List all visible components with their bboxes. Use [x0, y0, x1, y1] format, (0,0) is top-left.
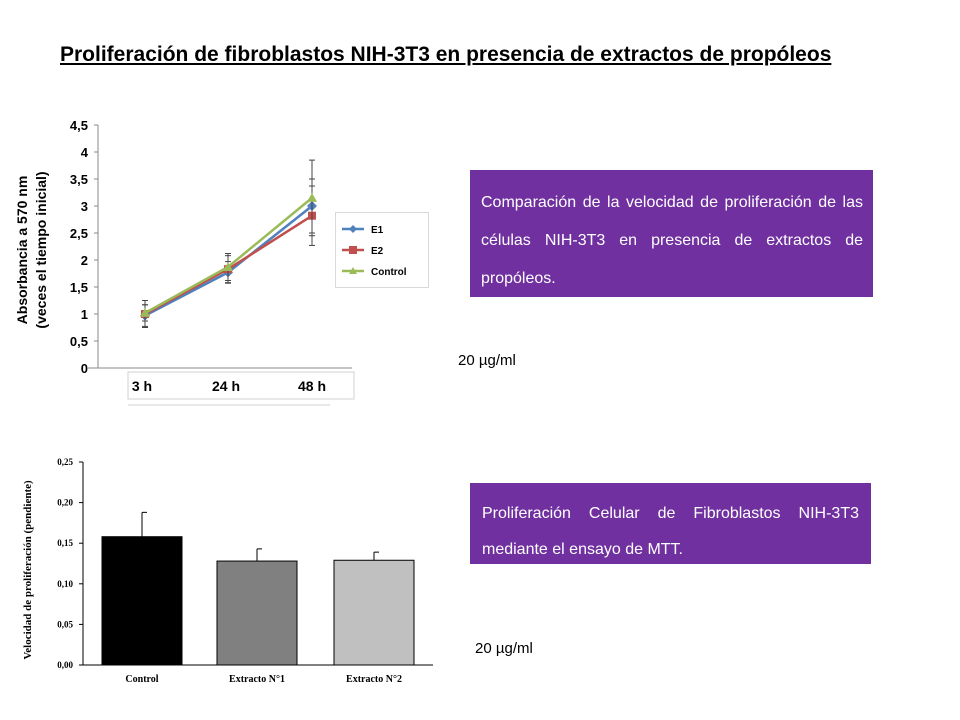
y-axis-label: Absorbancia a 570 nm (veces el tiempo ini… — [14, 171, 49, 328]
y-tick-label: 2 — [81, 253, 88, 268]
y-tick-label: 0,15 — [57, 538, 73, 548]
y-tick-label: 0,25 — [57, 457, 73, 467]
page-title: Proliferación de fibroblastos NIH-3T3 en… — [60, 43, 832, 66]
legend-label: E1 — [371, 225, 384, 236]
concentration-label-top: 20 µg/ml — [458, 352, 516, 369]
y-tick-label: 2,5 — [70, 226, 88, 241]
y-tick-label: 0,20 — [57, 498, 73, 508]
y-tick-label: 0,10 — [57, 579, 73, 589]
y-axis-label-line1: Absorbancia a 570 nm — [14, 176, 30, 325]
line-chart: 0 0,5 1 1,5 2 2,5 3 3,5 4 4,5 Absorbancia a 570 nm… — [14, 118, 355, 406]
data-point — [140, 307, 150, 317]
bar-2 — [333, 559, 415, 666]
data-point — [307, 192, 317, 202]
info-box-line-chart: Comparación de la velocidad de prolifera… — [470, 170, 873, 297]
y-tick-label: 3,5 — [70, 172, 88, 187]
y-tick-label: 0,5 — [70, 334, 88, 349]
y-tick-label: 4 — [81, 145, 89, 160]
info-box-bar-chart: Proliferación Celular de Fibroblastos NI… — [470, 483, 871, 564]
y-tick-label: 4,5 — [70, 118, 88, 133]
y-tick-label: 0,00 — [57, 660, 73, 670]
legend-marker — [349, 267, 357, 274]
legend-marker — [349, 225, 357, 233]
data-point — [223, 262, 233, 272]
x-tick-label: Control — [125, 674, 158, 685]
x-tick-label: 48 h — [298, 378, 326, 394]
y-tick-label: 1,5 — [70, 280, 88, 295]
y-tick-label: 0 — [81, 361, 88, 376]
y-tick-label: 1 — [81, 307, 88, 322]
x-tick-label: Extracto N°2 — [346, 674, 402, 685]
y-axis-label: Velocidad de proliferación (pendiente) — [22, 480, 34, 660]
concentration-label-bottom: 20 µg/ml — [475, 640, 533, 657]
x-category-box — [127, 371, 355, 400]
line-chart-legend: E1 E2 Control — [335, 212, 429, 288]
legend-label: E2 — [371, 246, 384, 257]
x-tick-label: Extracto N°1 — [229, 674, 285, 685]
x-tick-label: 24 h — [212, 378, 240, 394]
legend-marker — [349, 246, 357, 254]
legend-label: Control — [371, 267, 407, 278]
y-tick-label: 0,05 — [57, 619, 73, 629]
y-tick-label: 3 — [81, 199, 88, 214]
bar-1 — [216, 560, 298, 666]
bar-chart: 0,00 0,05 0,10 0,15 0,20 0,25 Velocidad de pro… — [22, 457, 433, 685]
y-axis-label-line2: (veces el tiempo inicial) — [33, 171, 49, 328]
x-tick-label: 3 h — [132, 378, 152, 394]
bar-0 — [101, 536, 183, 666]
legend-graphic: E1 E2 Control — [342, 225, 407, 278]
